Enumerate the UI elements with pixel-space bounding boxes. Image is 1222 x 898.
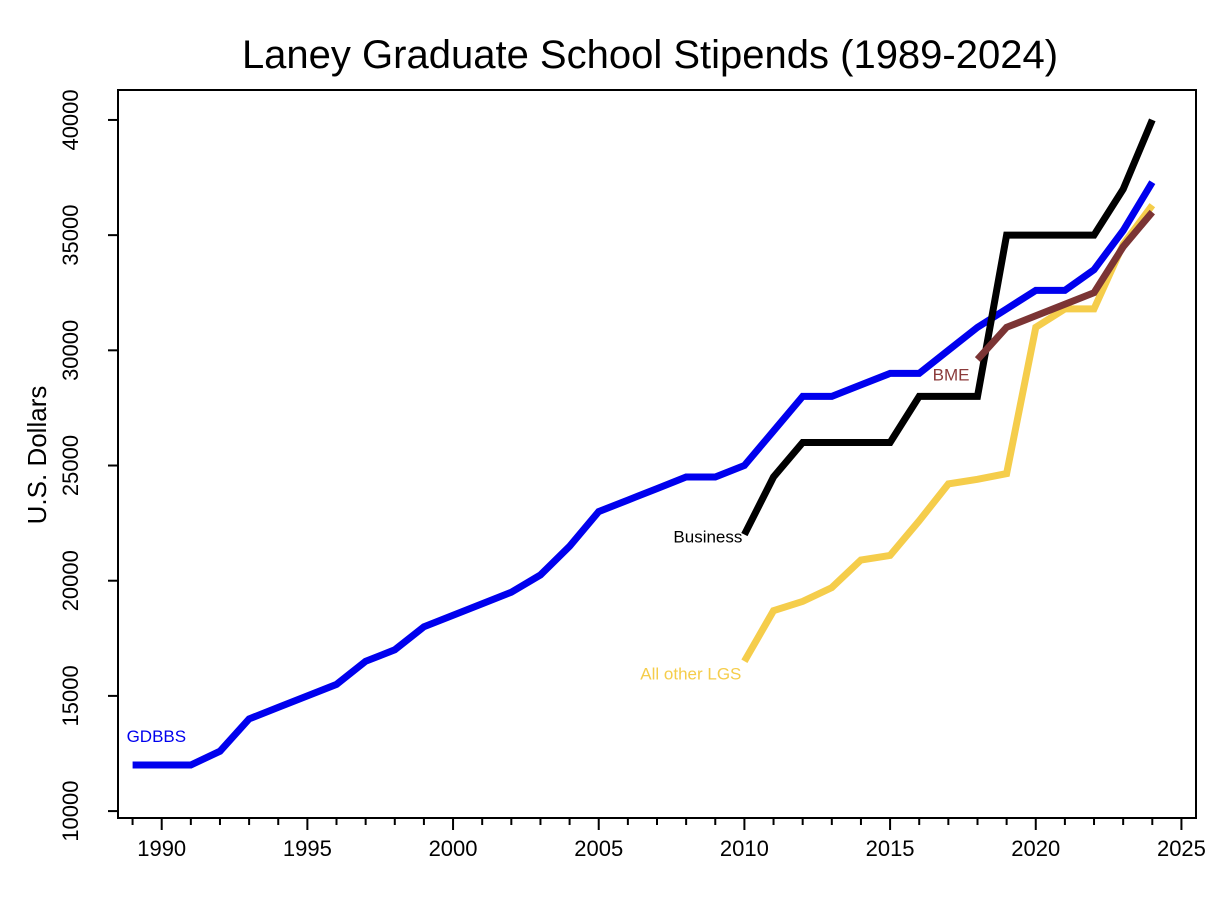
y-tick-label-30000: 30000 [58,320,83,381]
x-tick-label-1995: 1995 [283,836,332,861]
series-line-business [741,118,1156,537]
series-labels: GDBBS Business All other LGS BME [127,366,970,746]
y-tick-label-10000: 10000 [58,780,83,841]
series-line-all-other-lgs [741,203,1156,664]
series-line-gdbbs [132,180,1156,769]
x-tick-label-2020: 2020 [1011,836,1060,861]
x-tick-label-2000: 2000 [429,836,478,861]
x-tick-label-2025: 2025 [1157,836,1206,861]
y-tick-label-35000: 35000 [58,205,83,266]
x-tick-label-2005: 2005 [574,836,623,861]
series-label-all-other-lgs: All other LGS [640,664,741,683]
chart-title: Laney Graduate School Stipends (1989-202… [242,33,1058,77]
series-label-bme: BME [933,366,970,385]
bottom-band [0,878,1222,898]
series-line-bme [974,209,1155,362]
x-tick-label-1990: 1990 [137,836,186,861]
y-axis: 10000 15000 20000 25000 30000 35000 40000 [58,89,118,842]
series-lines [132,118,1156,769]
series-label-business: Business [673,528,742,547]
x-axis: 1990 1995 2000 2005 2010 2015 2020 2025 [131,818,1206,861]
y-tick-label-20000: 20000 [58,550,83,611]
x-tick-label-2015: 2015 [866,836,915,861]
x-tick-label-2010: 2010 [720,836,769,861]
y-tick-label-25000: 25000 [58,435,83,496]
y-tick-label-40000: 40000 [58,89,83,150]
y-tick-label-15000: 15000 [58,665,83,726]
series-label-gdbbs: GDBBS [127,727,187,746]
y-axis-label: U.S. Dollars [22,386,52,525]
